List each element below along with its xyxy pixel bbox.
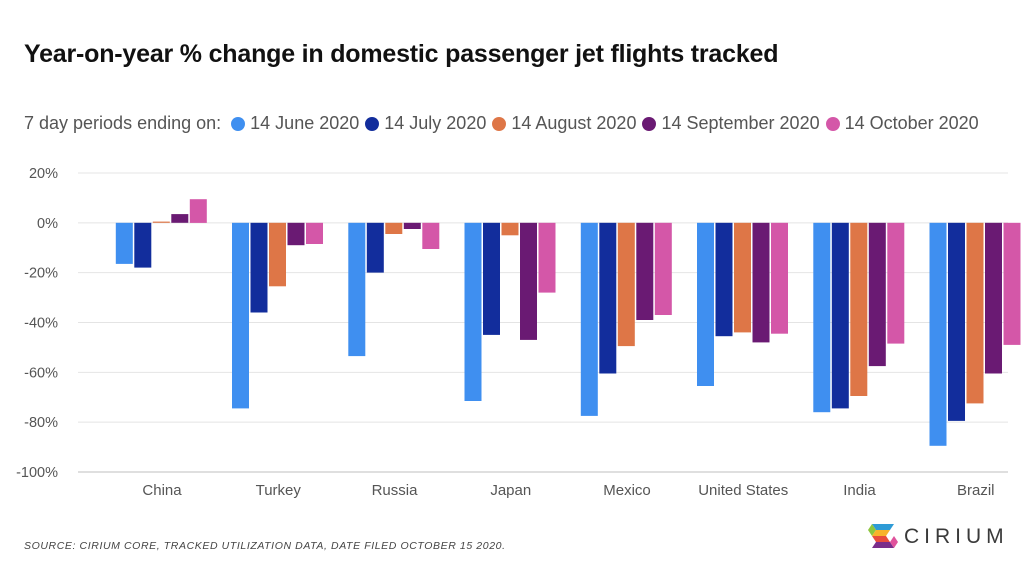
bar [1003,222,1021,345]
legend-label: 14 October 2020 [844,113,979,133]
legend-item-june: 14 June 2020 [231,113,359,134]
legend-item-july: 14 July 2020 [365,113,486,134]
y-tick-label: 20% [29,166,58,182]
bar [250,222,268,313]
bar [232,222,249,409]
chart-title: Year-on-year % change in domestic passen… [24,40,779,68]
x-axis-category-labels: China Turkey Russia Japan Mexico United State… [142,482,994,499]
legend-label: 14 July 2020 [384,113,487,133]
bar [422,222,440,249]
y-axis-tick-labels: 20% 0% -20% -40% -60% -80% -100% [16,166,58,481]
bar [697,222,714,386]
bar [287,222,305,246]
bar [929,222,947,446]
legend-prefix: 7 day periods ending on: [24,113,222,133]
bar [985,222,1002,374]
bar [966,222,984,404]
x-category-label: Russia [372,482,419,499]
y-tick-label: -100% [16,465,58,481]
x-category-label: Turkey [256,482,302,499]
legend-label: 14 June 2020 [250,113,360,133]
bar [850,222,868,396]
bar [152,221,170,223]
bar [599,222,617,374]
legend-swatch [231,116,246,131]
bar [189,199,207,223]
bar [617,222,635,347]
bar [715,222,733,337]
bar [887,222,905,344]
y-tick-label: 0% [37,216,58,232]
source-note: SOURCE: CIRIUM CORE, TRACKED UTILIZATION… [24,540,506,552]
legend-item-october: 14 October 2020 [825,113,979,134]
bar [464,222,482,401]
legend: 7 day periods ending on: 14 June 2020 14… [24,113,985,134]
bars [115,199,1021,446]
bar [483,222,500,335]
x-category-label: Japan [490,482,531,499]
bar [306,222,323,244]
x-category-label: India [843,482,876,499]
bar [580,222,598,416]
bar [385,222,403,234]
bar [654,222,672,315]
bar [366,222,384,273]
y-tick-label: -60% [24,365,58,381]
bar [813,222,831,413]
bar [734,222,751,333]
bar [752,222,770,343]
bar [538,222,556,293]
legend-swatch [825,116,840,131]
bar-chart: 20% 0% -20% -40% -60% -80% -100% China Turkey Ru… [16,166,1021,499]
y-tick-label: -80% [24,415,58,431]
brand-name: CIRIUM [904,525,1009,548]
bar [134,222,152,268]
bar [771,222,788,334]
bar [403,222,421,229]
legend-swatch [492,116,507,131]
bar [831,222,849,409]
legend-swatch [365,116,380,131]
legend-label: 14 September 2020 [661,113,820,133]
bar [348,222,366,357]
y-tick-label: -20% [24,266,58,282]
bar [115,222,133,264]
legend-swatch [642,116,657,131]
bar [501,222,519,236]
x-category-label: Mexico [603,482,651,499]
legend-label: 14 August 2020 [511,113,637,133]
x-category-label: China [142,482,182,499]
bar [868,222,886,367]
x-category-label: United States [698,482,788,499]
legend-item-september: 14 September 2020 [642,113,820,134]
bar [171,214,189,223]
cirium-logo-icon [868,524,898,548]
gridlines [78,172,1008,473]
legend-item-august: 14 August 2020 [492,113,636,134]
bar [636,222,654,320]
y-tick-label: -40% [24,316,58,332]
bar [520,222,537,340]
x-category-label: Brazil [957,482,995,499]
bar [269,222,286,287]
cirium-logo: CIRIUM [868,522,1009,552]
bar [948,222,965,421]
